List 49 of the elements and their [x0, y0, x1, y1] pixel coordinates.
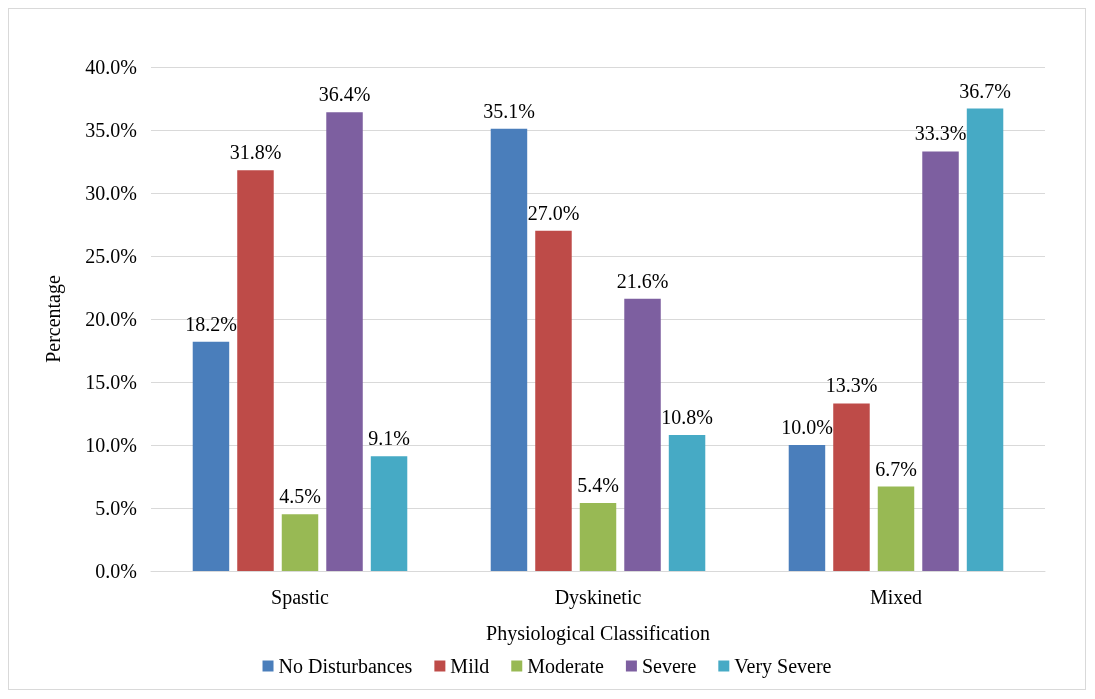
- bar: [579, 502, 617, 571]
- x-axis-title: Physiological Classification: [486, 622, 710, 645]
- y-tick-label: 30.0%: [85, 182, 137, 204]
- y-axis-title: Percentage: [42, 275, 65, 363]
- bar: [370, 456, 408, 571]
- x-tick-label: Dyskinetic: [554, 586, 642, 609]
- y-tick-label: 15.0%: [85, 371, 137, 393]
- bar: [624, 298, 661, 571]
- data-label: 6.7%: [875, 457, 917, 480]
- data-label: 35.1%: [483, 99, 535, 122]
- data-label: 27.0%: [527, 201, 580, 224]
- legend-label: No Disturbances: [278, 655, 413, 677]
- bar: [668, 434, 706, 571]
- data-label: 10.0%: [781, 416, 833, 438]
- legend-label: Very Severe: [734, 655, 832, 678]
- data-label: 4.5%: [279, 485, 321, 508]
- data-label: 13.3%: [825, 374, 878, 397]
- data-label: 36.7%: [959, 79, 1011, 102]
- bar: [192, 341, 230, 571]
- data-label: 21.6%: [616, 269, 669, 292]
- data-label: 10.8%: [661, 405, 713, 428]
- bar: [922, 151, 959, 571]
- legend-label: Severe: [641, 655, 697, 677]
- y-tick-label: 25.0%: [85, 245, 137, 267]
- x-tick-label: Mixed: [869, 586, 923, 608]
- data-label: 5.4%: [577, 473, 619, 496]
- data-label: 18.2%: [185, 312, 237, 335]
- data-label: 33.3%: [914, 122, 967, 145]
- bar: [833, 403, 870, 571]
- y-tick-label: 20.0%: [85, 308, 137, 330]
- data-label: 31.8%: [229, 141, 282, 164]
- bar: [281, 514, 319, 571]
- legend-label: Mild: [450, 655, 490, 677]
- data-label: 36.4%: [318, 83, 371, 106]
- data-label: 9.1%: [368, 427, 410, 450]
- legend-label: Moderate: [527, 655, 605, 677]
- y-tick-label: 10.0%: [85, 434, 137, 456]
- bar: [237, 170, 274, 571]
- x-tick-label: Spastic: [271, 586, 330, 609]
- bar: [326, 112, 363, 571]
- bar: [535, 230, 572, 571]
- y-tick-label: 40.0%: [85, 56, 137, 78]
- y-tick-label: 35.0%: [85, 119, 137, 141]
- y-tick-label: 5.0%: [95, 497, 137, 519]
- bar: [788, 445, 826, 571]
- y-tick-label: 0.0%: [95, 560, 137, 582]
- bar: [966, 108, 1004, 571]
- bar: [490, 128, 528, 571]
- bar: [877, 486, 915, 571]
